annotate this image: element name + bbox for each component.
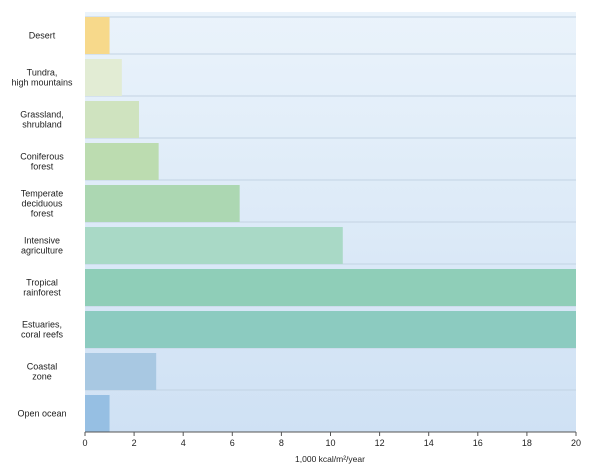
tick-label: 10	[325, 438, 335, 448]
category-label: Tundra, high mountains	[11, 68, 73, 88]
category-label: Intensive agriculture	[21, 236, 63, 256]
category-label: Tropical rainforest	[23, 278, 61, 298]
tick-label: 14	[424, 438, 434, 448]
category-label: Desert	[29, 31, 56, 41]
bars	[85, 17, 576, 432]
tick-label: 12	[375, 438, 385, 448]
tick-label: 4	[181, 438, 186, 448]
tick-label: 16	[473, 438, 483, 448]
category-label: Open ocean	[17, 409, 66, 419]
tick-label: 2	[132, 438, 137, 448]
category-label: Grassland, shrubland	[20, 110, 64, 130]
bar	[85, 311, 576, 348]
bar	[85, 143, 159, 180]
tick-label: 6	[230, 438, 235, 448]
tick-label: 20	[571, 438, 581, 448]
bar	[85, 227, 343, 264]
bar	[85, 17, 110, 54]
category-labels: Desert Tundra, high mountains Grassland, shr…	[11, 31, 73, 419]
bar	[85, 353, 157, 390]
x-ticks: 0 2 4 6 8 10 12 14 16 18 20	[82, 432, 581, 448]
category-label: Estuaries, coral reefs	[21, 320, 64, 340]
bar	[85, 59, 122, 96]
bar	[85, 101, 140, 138]
bar	[85, 269, 576, 306]
category-label: Temperate deciduous forest	[21, 189, 64, 219]
bar	[85, 185, 240, 222]
x-axis-label: 1,000 kcal/m²/year	[295, 454, 365, 464]
tick-label: 0	[82, 438, 87, 448]
bar	[85, 395, 110, 432]
category-label: Coastal zone	[27, 362, 58, 382]
tick-label: 18	[522, 438, 532, 448]
tick-label: 8	[279, 438, 284, 448]
category-label: Coniferous forest	[20, 152, 64, 172]
